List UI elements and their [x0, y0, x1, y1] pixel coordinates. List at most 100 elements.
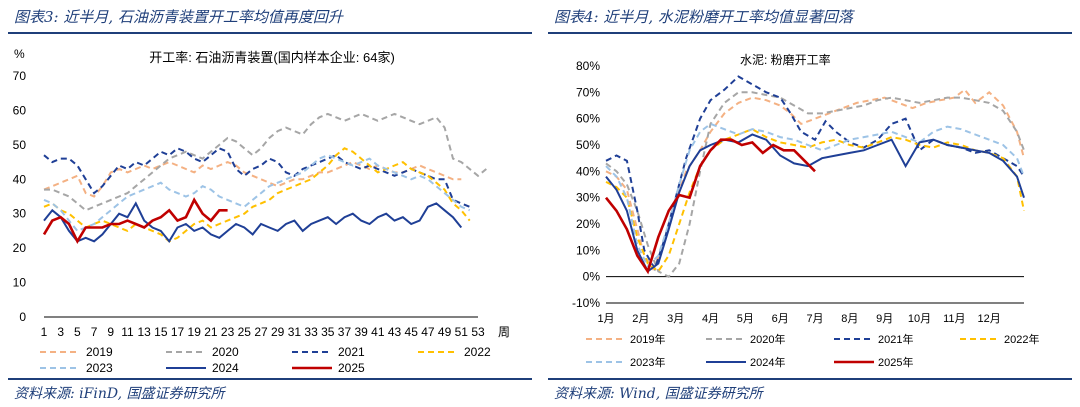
x-tick-label: 45 — [405, 325, 419, 339]
x-tick-label: 21 — [204, 325, 218, 339]
y-tick-label: 20% — [576, 217, 600, 231]
x-tick-label: 5月 — [737, 313, 754, 325]
x-tick-label: 2月 — [632, 313, 649, 325]
y-tick-label: 60% — [576, 112, 600, 126]
y-tick-label: 20 — [13, 241, 27, 255]
x-tick-label: 33 — [304, 325, 318, 339]
y-tick-label: 10 — [13, 276, 27, 290]
y-tick-label: 0 — [19, 310, 26, 324]
x-tick-label: 3月 — [667, 313, 684, 325]
legend-label-2021: 2021 — [338, 345, 365, 359]
y-tick-label: -10% — [572, 296, 600, 310]
x-tick-label: 5 — [74, 325, 81, 339]
left-bottom-rule — [8, 378, 532, 380]
y-tick-label: 60 — [13, 103, 27, 117]
x-axis-label: 周 — [498, 325, 510, 339]
series-line-2019年 — [605, 88, 1025, 271]
right-panel: 图表4: 近半月, 水泥粉磨开工率均值显著回落 水泥: 粉磨开工率 -10% 0% 1… — [540, 0, 1080, 407]
x-tick-label: 10月 — [908, 313, 931, 325]
series-line-2024 — [43, 201, 463, 244]
y-tick-label: 0% — [583, 270, 601, 284]
x-tick-label: 7 — [91, 325, 98, 339]
legend-label-2025年: 2025年 — [878, 355, 913, 369]
x-tick-label: 47 — [421, 325, 435, 339]
y-tick-label: 50% — [576, 138, 600, 152]
y-tick-label: 80% — [576, 59, 600, 73]
legend-label-2023年: 2023年 — [630, 355, 665, 369]
right-chart: 水泥: 粉磨开工率 -10% 0% 10% 20% 30% 40% 50% 60% 70% 80% 1… — [572, 52, 1040, 369]
chart-title: 开工率: 石油沥青装置(国内样本企业: 64家) — [149, 50, 395, 65]
x-tick-label: 19 — [188, 325, 202, 339]
x-tick-label: 6月 — [772, 313, 789, 325]
x-tick-label: 41 — [371, 325, 385, 339]
x-tick-label: 51 — [455, 325, 469, 339]
left-top-rule — [8, 32, 532, 34]
series-line-2023年 — [605, 122, 1025, 268]
legend-label-2022年: 2022年 — [1004, 332, 1039, 346]
x-tick-label: 31 — [288, 325, 302, 339]
x-tick-label: 53 — [471, 325, 485, 339]
legend-label-2024: 2024 — [212, 361, 239, 375]
series-line-2021 — [43, 147, 471, 208]
x-tick-label: 7月 — [806, 313, 823, 325]
x-tick-label: 11月 — [943, 313, 965, 325]
legend-label-2021年: 2021年 — [878, 332, 913, 346]
x-tick-label: 29 — [271, 325, 285, 339]
x-tick-label: 49 — [438, 325, 452, 339]
y-tick-label: 70 — [13, 69, 27, 83]
left-chart: 开工率: 石油沥青装置(国内样本企业: 64家)% 0 10 20 30 40 50 60 70… — [13, 47, 510, 375]
y-tick-label: 40 — [13, 172, 27, 186]
legend-label-2020年: 2020年 — [750, 332, 785, 346]
legend-label-2022: 2022 — [464, 345, 491, 359]
right-source: 资料来源: Wind, 国盛证券研究所 — [554, 386, 763, 402]
x-tick-label: 4月 — [702, 313, 719, 325]
y-tick-label: 10% — [576, 243, 600, 257]
y-tick-label: 70% — [576, 85, 600, 99]
x-tick-label: 1 — [41, 325, 48, 339]
y-tick-label: 40% — [576, 164, 600, 178]
series-line-2022 — [43, 147, 471, 243]
series-line-2024年 — [605, 133, 1025, 273]
right-bottom-rule — [548, 378, 1072, 380]
y-axis-unit: % — [14, 47, 25, 61]
series-line-2025年 — [604, 138, 816, 275]
x-tick-label: 43 — [388, 325, 402, 339]
left-source: 资料来源: iFinD, 国盛证券研究所 — [14, 386, 225, 402]
legend-label-2024年: 2024年 — [750, 355, 785, 369]
x-tick-label: 13 — [137, 325, 151, 339]
legend-label-2025: 2025 — [338, 361, 365, 375]
x-tick-label: 8月 — [841, 313, 858, 325]
series-line-2025 — [42, 197, 228, 245]
y-tick-label: 30% — [576, 191, 600, 205]
x-tick-label: 9月 — [876, 313, 893, 325]
x-tick-label: 3 — [57, 325, 64, 339]
y-tick-label: 50 — [13, 138, 27, 152]
series-line-2019 — [43, 161, 462, 198]
left-figure-title: 图表3: 近半月, 石油沥青装置开工率均值再度回升 — [14, 8, 343, 26]
x-tick-label: 35 — [321, 325, 335, 339]
x-tick-label: 37 — [338, 325, 352, 339]
series-line-2023 — [43, 154, 471, 233]
series-line-2021年 — [605, 75, 1025, 272]
x-tick-label: 9 — [107, 325, 114, 339]
x-tick-label: 1月 — [597, 313, 614, 325]
x-tick-label: 15 — [154, 325, 168, 339]
legend-label-2023: 2023 — [86, 361, 113, 375]
x-tick-label: 25 — [238, 325, 252, 339]
x-tick-label: 17 — [171, 325, 185, 339]
x-tick-label: 23 — [221, 325, 235, 339]
series-line-2020年 — [605, 91, 1025, 278]
chart-title: 水泥: 粉磨开工率 — [740, 52, 831, 67]
left-panel: 图表3: 近半月, 石油沥青装置开工率均值再度回升 开工率: 石油沥青装置(国内… — [8, 8, 532, 402]
legend-label-2019年: 2019年 — [630, 332, 665, 346]
right-top-rule — [548, 32, 1072, 34]
legend-label-2019: 2019 — [86, 345, 113, 359]
series-line-2022年 — [605, 128, 1025, 273]
x-tick-label: 11 — [121, 325, 134, 339]
x-tick-label: 12月 — [978, 313, 1001, 325]
series-line-2020 — [44, 112, 487, 212]
x-tick-label: 39 — [354, 325, 368, 339]
legend-label-2020: 2020 — [212, 345, 239, 359]
x-tick-label: 27 — [254, 325, 268, 339]
y-tick-label: 30 — [13, 207, 27, 221]
